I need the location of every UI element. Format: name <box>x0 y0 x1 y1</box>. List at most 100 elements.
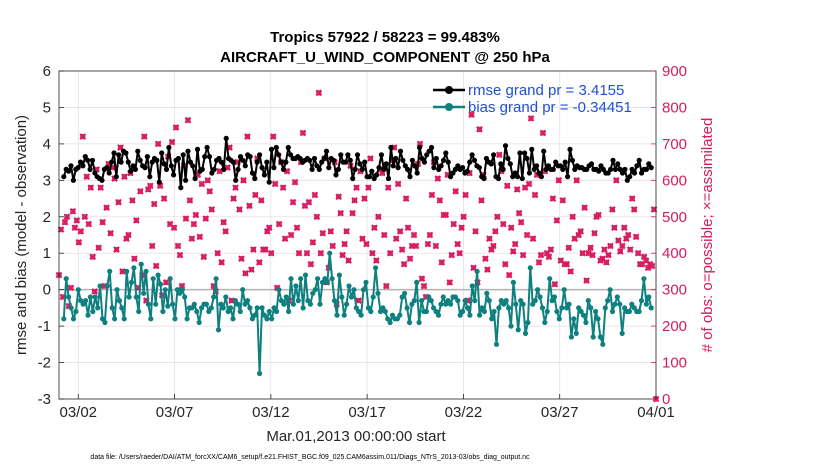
obs-possible-marker <box>581 204 588 211</box>
bias-point <box>315 276 321 282</box>
rmse-point <box>615 161 621 167</box>
obs-possible-marker <box>508 225 514 231</box>
obs-possible-marker <box>482 255 489 262</box>
obs-count-point <box>589 251 596 259</box>
obs-count-point <box>607 242 614 250</box>
bias-point <box>643 301 650 307</box>
obs-count-point <box>307 260 315 268</box>
rmse-point <box>321 155 327 162</box>
bias-point <box>583 319 589 326</box>
bias-point <box>566 301 572 307</box>
bias-point <box>554 308 560 315</box>
rmse-point <box>467 159 473 165</box>
obs-possible-marker <box>149 243 155 249</box>
obs-count-point <box>337 209 344 217</box>
bias-point <box>402 290 408 296</box>
y-left-tick-label: 0 <box>43 282 51 299</box>
bias-point <box>460 308 466 315</box>
rmse-point <box>471 157 478 163</box>
rmse-point <box>70 177 76 183</box>
bias-point <box>276 287 282 293</box>
obs-count-point <box>503 182 511 190</box>
obs-count-point <box>559 197 567 204</box>
rmse-point <box>636 157 642 163</box>
obs-possible-marker <box>443 212 449 218</box>
obs-count-point <box>595 211 602 219</box>
rmse-point <box>567 146 573 152</box>
rmse-point <box>400 157 406 163</box>
bias-point <box>191 301 197 307</box>
obs-count-point <box>204 177 212 184</box>
obs-possible-marker <box>564 261 570 267</box>
obs-count-point <box>400 260 408 268</box>
obs-possible-marker <box>209 206 215 213</box>
rmse-point <box>266 179 272 185</box>
bias-point <box>143 268 149 274</box>
bias-point <box>489 316 495 322</box>
obs-possible-marker <box>548 246 554 253</box>
obs-possible-marker <box>272 181 278 187</box>
rmse-point <box>316 166 322 172</box>
obs-possible-marker <box>197 234 203 240</box>
bias-point <box>588 305 594 311</box>
bias-point <box>346 283 352 289</box>
rmse-point <box>307 157 313 163</box>
rmse-point <box>106 170 112 176</box>
rmse-point <box>68 163 74 169</box>
rmse-series <box>61 135 654 191</box>
obs-count-point <box>129 197 136 204</box>
rmse-point <box>111 150 117 156</box>
rmse-point <box>237 154 244 160</box>
obs-possible-marker <box>252 192 259 198</box>
obs-possible-marker <box>115 199 122 205</box>
rmse-point <box>218 159 224 165</box>
obs-possible-marker <box>155 141 161 147</box>
bias-point <box>283 294 289 300</box>
obs-possible-marker <box>484 266 491 273</box>
y-left-tick-label: -3 <box>38 391 51 408</box>
obs-possible-marker <box>280 184 286 191</box>
rmse-point <box>178 185 184 191</box>
obs-count-point <box>579 249 586 257</box>
rmse-point <box>350 175 356 182</box>
bias-point <box>300 305 306 311</box>
y-left-tick-label: 1 <box>43 245 51 262</box>
x-tick-label: 04/01 <box>637 404 675 421</box>
bias-point <box>179 287 185 293</box>
obs-possible-marker <box>397 228 403 235</box>
obs-possible-marker <box>312 192 318 198</box>
obs-possible-marker <box>524 232 530 238</box>
legend-bias-label: bias grand pr = -0.34451 <box>468 99 632 116</box>
obs-possible-marker <box>74 217 80 224</box>
y-right-tick-label: 300 <box>662 282 687 299</box>
bias-point <box>438 301 444 307</box>
rmse-point <box>393 155 399 162</box>
obs-count-point <box>642 257 650 264</box>
obs-possible-marker <box>643 257 649 264</box>
obs-count-point <box>214 249 221 257</box>
obs-possible-marker <box>133 217 140 224</box>
bias-point <box>218 301 224 307</box>
y-axis-left-ticks: -3 -2 -1 0 1 2 3 4 5 6 <box>38 63 64 408</box>
obs-count-point <box>375 213 382 221</box>
bias-point <box>503 298 509 304</box>
obs-possible-marker <box>99 219 106 225</box>
rmse-point <box>192 175 198 182</box>
obs-count-point <box>329 242 337 250</box>
obs-count-point <box>511 240 519 248</box>
rmse-point <box>495 175 501 182</box>
obs-count-point <box>525 180 533 188</box>
obs-count-point <box>426 231 434 239</box>
obs-count-point <box>349 209 356 217</box>
obs-count-point <box>620 224 628 232</box>
obs-count-point <box>587 244 594 252</box>
obs-possible-marker <box>510 248 516 255</box>
rmse-point <box>433 155 439 162</box>
bias-point <box>295 298 301 304</box>
bias-point <box>559 305 565 311</box>
x-tick-label: 03/17 <box>348 404 386 421</box>
rmse-point <box>378 152 384 158</box>
rmse-point <box>646 161 652 167</box>
bias-point <box>230 316 236 322</box>
obs-count-point <box>121 173 128 180</box>
